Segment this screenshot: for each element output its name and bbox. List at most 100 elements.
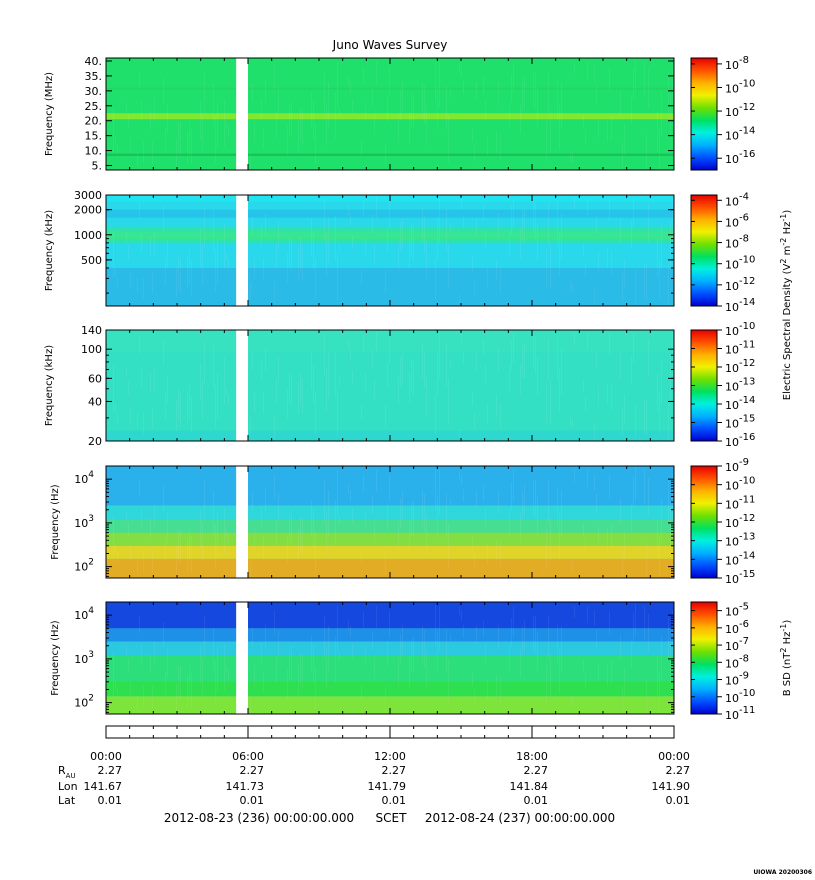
y-tick-label: 25. xyxy=(85,100,103,113)
b-spectral-density-label: B SD (nT2 Hz-1) xyxy=(779,620,793,697)
spectrogram-band xyxy=(106,153,674,156)
colorbar-tick-label: 10-8 xyxy=(725,55,749,72)
colorbar-tick-exponent: -10 xyxy=(739,255,755,266)
time-tick-label: 06:00 xyxy=(232,750,264,763)
colorbar xyxy=(690,194,718,307)
colorbar-tick-exponent: -13 xyxy=(739,532,755,543)
spectrogram-band xyxy=(106,519,674,533)
y-axis-label: Frequency (kHz) xyxy=(44,210,55,291)
y-tick-label: 20 xyxy=(88,435,102,448)
label-superscript: -1 xyxy=(779,624,788,632)
colorbar-tick-label: 10-16 xyxy=(725,432,755,449)
end-date: 2012-08-24 (237) 00:00:00.000 xyxy=(425,811,615,825)
colorbar-tick-exponent: -11 xyxy=(739,705,755,716)
spectrogram-panel-1: 40. 35. 30. 25. 20. 15. 10. 5. Frequency (MHz) 10… xyxy=(44,55,755,173)
spectrogram-band xyxy=(106,209,674,218)
colorbar-tick-exponent: -12 xyxy=(739,513,755,524)
colorbar-tick-label: 10-11 xyxy=(725,494,755,511)
spectrogram-band xyxy=(106,641,674,656)
y-tick-label: 10. xyxy=(85,145,103,158)
electric-spectral-density-label: Electric Spectral Density (V2 m-2 Hz-1) xyxy=(779,210,793,401)
colorbar-tick-label: 10-13 xyxy=(725,532,755,549)
y-tick-label: 5. xyxy=(92,160,103,173)
colorbar-tick-exponent: -12 xyxy=(739,276,755,287)
spectrogram-band xyxy=(106,655,674,682)
ephemeris-row-label: Lon xyxy=(58,780,78,793)
colorbar-tick-exponent: -11 xyxy=(739,340,755,351)
colorbar-tick-label: 10-9 xyxy=(725,457,749,474)
spectrogram-band xyxy=(106,466,674,506)
colorbar-tick-exponent: -10 xyxy=(739,321,755,332)
colorbar-tick-label: 10-12 xyxy=(725,358,755,375)
colorbar-tick-exponent: -10 xyxy=(739,476,755,487)
y-tick-exponent: 2 xyxy=(88,558,94,568)
spectrogram-band xyxy=(106,505,674,520)
colorbar-tick-label: 10-8 xyxy=(725,653,749,670)
time-system-label: SCET xyxy=(376,811,408,825)
colorbar-tick-exponent: -6 xyxy=(739,212,749,223)
label-text: Electric Spectral Density (V xyxy=(782,263,793,400)
colorbar-tick-exponent: -9 xyxy=(739,671,749,682)
colorbar-tick-label: 10-6 xyxy=(725,212,749,229)
y-tick-label: 3000 xyxy=(74,189,102,202)
data-gap xyxy=(236,329,248,442)
colorbar-tick-exponent: -8 xyxy=(739,55,749,66)
colorbar-tick-exponent: -8 xyxy=(739,653,749,664)
colorbar-tick-exponent: -14 xyxy=(739,126,755,137)
spectrogram-band xyxy=(106,87,674,90)
spectrogram-panel-2: 3000 2000 1000 500 Frequency (kHz) 10-4 10-6 10… xyxy=(44,189,755,314)
start-date: 2012-08-23 (236) 00:00:00.000 xyxy=(164,811,354,825)
label-superscript: 2 xyxy=(779,259,788,264)
colorbar-tick-exponent: -14 xyxy=(739,395,755,406)
spectrogram-band xyxy=(106,267,674,306)
colorbar-tick-exponent: -12 xyxy=(739,358,755,369)
data-gap xyxy=(236,57,248,171)
colorbar-tick-label: 10-10 xyxy=(725,476,755,493)
colorbar-tick-label: 10-10 xyxy=(725,78,755,95)
ephemeris-value: 2.27 xyxy=(98,764,123,777)
y-tick-label: 500 xyxy=(81,254,102,267)
colorbar-tick-label: 10-14 xyxy=(725,395,755,412)
footer: 2012-08-23 (236) 00:00:00.000 SCET 2012-… xyxy=(164,811,615,825)
label-superscript: -1 xyxy=(779,214,788,222)
colorbar-tick-label: 10-7 xyxy=(725,636,749,653)
colorbar-tick-exponent: -5 xyxy=(739,602,749,613)
ephemeris-value: 141.67 xyxy=(84,780,123,793)
colorbar-tick-exponent: -4 xyxy=(739,191,749,202)
y-tick-label: 100 xyxy=(81,343,102,356)
colorbar-tick-label: 10-11 xyxy=(725,705,755,722)
y-tick-label: 1000 xyxy=(74,229,102,242)
colorbar-tick-label: 10-10 xyxy=(725,321,755,338)
colorbar-tick-exponent: -14 xyxy=(739,297,755,308)
data-gap xyxy=(236,465,248,579)
colorbar-tick-exponent: -16 xyxy=(739,432,755,443)
ephemeris-value: 0.01 xyxy=(382,794,407,807)
y-tick-label: 103 xyxy=(74,514,94,530)
y-tick-label: 40. xyxy=(85,55,103,68)
y-tick-label: 20. xyxy=(85,115,103,128)
y-tick-label: 104 xyxy=(74,606,94,622)
chart-title: Juno Waves Survey xyxy=(332,38,448,52)
colorbar-tick-exponent: -15 xyxy=(739,414,755,425)
y-tick-label: 40 xyxy=(88,395,102,408)
time-tick-label: 00:00 xyxy=(90,750,122,763)
colorbar xyxy=(690,601,718,715)
colorbar-tick-exponent: -11 xyxy=(739,494,755,505)
data-gap xyxy=(236,194,248,307)
ephemeris-row-label: RAU xyxy=(58,764,76,780)
ephemeris-value: 0.01 xyxy=(524,794,549,807)
colorbar-tick-exponent: -9 xyxy=(739,457,749,468)
label-text: m xyxy=(782,246,793,259)
colorbar-tick-exponent: -14 xyxy=(739,550,755,561)
y-tick-label: 104 xyxy=(74,470,94,486)
y-tick-label: 30. xyxy=(85,85,103,98)
colorbar-tick-label: 10-15 xyxy=(725,414,755,431)
colorbar-tick-label: 10-16 xyxy=(725,149,755,166)
colorbar-tick-label: 10-15 xyxy=(725,569,755,586)
ephemeris-value: 141.73 xyxy=(226,780,265,793)
colorbar-tick-exponent: -12 xyxy=(739,102,755,113)
label-text: ) xyxy=(782,210,793,214)
